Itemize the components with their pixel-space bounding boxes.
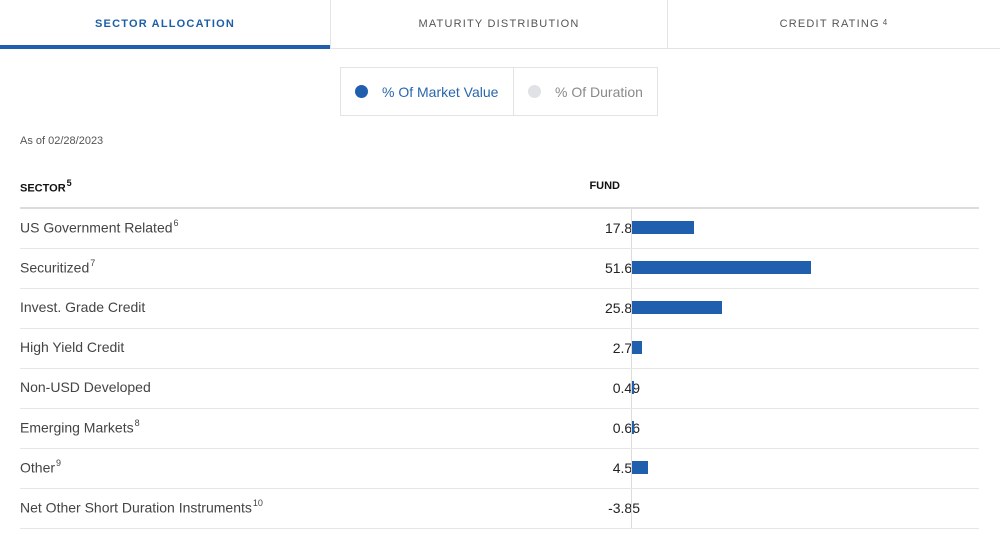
sector-name-text: US Government Related	[20, 219, 173, 236]
footnote-marker: 4	[882, 17, 889, 27]
sector-name: Other9	[20, 458, 62, 476]
sector-header-label: SECTOR	[20, 182, 66, 195]
fund-value: -3.85	[608, 500, 640, 516]
bar-axis	[631, 409, 632, 448]
value-bar	[632, 301, 722, 314]
footnote-marker: 8	[134, 418, 140, 428]
tab-label: CREDIT RATING	[779, 18, 880, 30]
sector-column-header: SECTOR5	[20, 178, 72, 195]
sector-table: US Government Related6 17.87 Securitized7 5…	[20, 209, 979, 529]
sector-name: Non-USD Developed	[20, 379, 151, 395]
fund-column-header: FUND	[589, 180, 620, 192]
footnote-marker: 5	[66, 178, 72, 188]
sector-name-text: Other	[20, 459, 56, 476]
value-bar	[632, 221, 694, 234]
fund-value: 4.52	[612, 460, 640, 476]
table-row: Emerging Markets8 0.66	[20, 409, 979, 449]
tab-bar: SECTOR ALLOCATION MATURITY DISTRIBUTION …	[0, 0, 1000, 49]
sector-name-text: High Yield Credit	[20, 339, 125, 355]
duration-option[interactable]: % Of Duration	[514, 68, 657, 115]
bar-axis	[631, 369, 632, 408]
sector-name: Invest. Grade Credit	[20, 299, 145, 315]
footnote-marker: 6	[173, 218, 179, 228]
sector-name-text: Invest. Grade Credit	[20, 299, 146, 315]
table-row: Invest. Grade Credit 25.86	[20, 289, 979, 329]
table-row: Other9 4.52	[20, 449, 979, 489]
tab-credit-rating[interactable]: CREDIT RATING 4	[667, 0, 1000, 48]
market-value-option[interactable]: % Of Market Value	[341, 68, 514, 115]
tab-maturity-distribution[interactable]: MATURITY DISTRIBUTION	[330, 0, 667, 48]
sector-name: Net Other Short Duration Instruments10	[20, 498, 263, 516]
option-label: % Of Market Value	[382, 83, 499, 100]
table-row: Non-USD Developed 0.49	[20, 369, 979, 409]
fund-value: 0.66	[612, 420, 640, 436]
bar-axis	[631, 209, 632, 248]
footnote-marker: 7	[90, 258, 96, 268]
value-bar	[632, 421, 635, 434]
sector-name: Securitized7	[20, 258, 96, 276]
radio-unselected-icon	[528, 85, 541, 98]
option-label: % Of Duration	[555, 83, 643, 100]
tab-label: MATURITY DISTRIBUTION	[418, 18, 580, 30]
sector-name-text: Emerging Markets	[20, 419, 134, 436]
value-bar	[632, 261, 812, 274]
as-of-date: As of 02/28/2023	[20, 135, 104, 147]
metric-toggle: % Of Market Value % Of Duration	[340, 67, 658, 116]
sector-name: US Government Related6	[20, 218, 179, 236]
tab-sector-allocation[interactable]: SECTOR ALLOCATION	[0, 0, 330, 49]
sector-name-text: Securitized	[20, 259, 90, 276]
tab-label: SECTOR ALLOCATION	[95, 17, 235, 30]
bar-axis	[631, 449, 632, 488]
bar-axis	[631, 489, 632, 528]
fund-value: 17.87	[604, 220, 640, 236]
table-row: Net Other Short Duration Instruments10 -3…	[20, 489, 979, 529]
value-bar	[632, 381, 634, 394]
footnote-marker: 9	[56, 458, 62, 468]
sector-name-text: Non-USD Developed	[20, 379, 151, 395]
sector-name: High Yield Credit	[20, 339, 124, 355]
fund-value: 25.86	[604, 300, 640, 316]
table-row: Securitized7 51.68	[20, 249, 979, 289]
fund-value: 51.68	[604, 260, 640, 276]
footnote-marker: 10	[252, 498, 263, 508]
radio-selected-icon	[355, 85, 368, 98]
bar-axis	[631, 329, 632, 368]
sector-name-text: Net Other Short Duration Instruments	[20, 499, 252, 516]
value-bar	[632, 461, 648, 474]
header-divider	[20, 207, 979, 209]
table-row: US Government Related6 17.87	[20, 209, 979, 249]
sector-name: Emerging Markets8	[20, 418, 140, 436]
bar-axis	[631, 289, 632, 328]
table-row: High Yield Credit 2.78	[20, 329, 979, 369]
bar-axis	[631, 249, 632, 288]
fund-value: 0.49	[612, 380, 640, 396]
value-bar	[632, 341, 642, 354]
fund-value: 2.78	[612, 340, 640, 356]
